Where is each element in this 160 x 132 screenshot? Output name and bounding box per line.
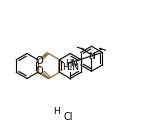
Text: HN: HN <box>65 59 78 68</box>
Text: Cl: Cl <box>64 112 73 122</box>
Text: H: H <box>53 107 60 117</box>
Text: O: O <box>36 56 44 67</box>
Text: H₂N: H₂N <box>62 63 79 72</box>
Text: N: N <box>88 52 95 61</box>
Text: O: O <box>36 65 44 76</box>
